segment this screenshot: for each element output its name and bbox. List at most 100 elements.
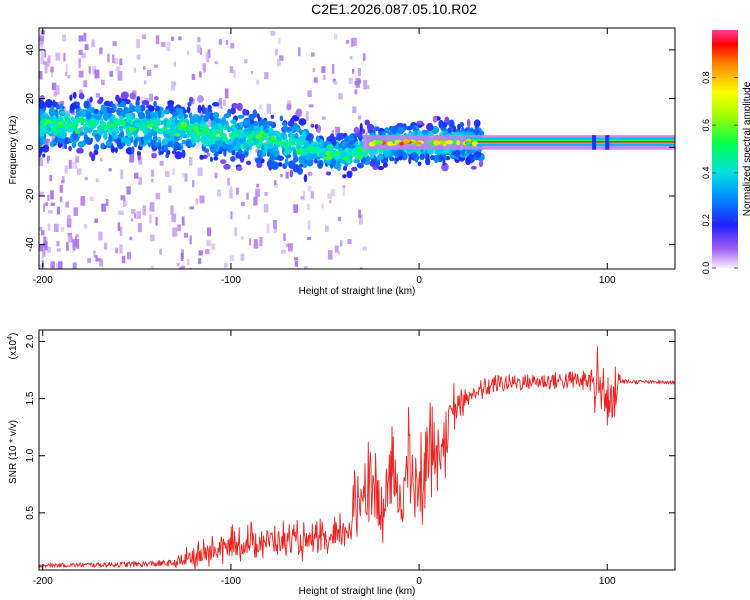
spectrogram-cell xyxy=(76,168,82,175)
spectrogram-cell xyxy=(166,119,172,126)
spectrogram-cell xyxy=(321,203,324,209)
spectrogram-cell xyxy=(174,117,178,123)
spectrogram-cell xyxy=(207,119,212,128)
spectrogram-cell xyxy=(136,39,140,49)
spectrogram-cell xyxy=(78,131,85,136)
spectrogram-cell xyxy=(43,236,47,245)
spectrogram-cell xyxy=(152,140,156,149)
spectrogram-cell xyxy=(63,52,66,62)
spectrogram-cell xyxy=(112,41,117,47)
spectrogram-frame xyxy=(38,27,676,270)
spectrogram-cell xyxy=(120,91,129,100)
spectrogram-cell xyxy=(294,111,297,116)
spectrogram-cell xyxy=(83,223,88,229)
spectrogram-cell xyxy=(245,160,252,166)
spectrogram-cell xyxy=(159,248,162,255)
spectrogram-cell xyxy=(216,189,222,197)
spectrogram-cell xyxy=(253,242,259,249)
spectrogram-cell xyxy=(225,40,229,46)
spectrogram-cell xyxy=(352,68,355,74)
spectrogram-cell xyxy=(44,138,49,145)
colorbar-tick-label: 0.6 xyxy=(701,119,711,132)
spectrogram-cell xyxy=(76,129,81,133)
spectrogram-cell xyxy=(122,137,131,144)
spectrogram-cell xyxy=(50,202,55,206)
spectrogram-cell xyxy=(191,179,195,188)
spectrogram-cell xyxy=(342,156,349,161)
spectrogram-cell xyxy=(87,258,91,264)
colorbar-tick-label: 0.0 xyxy=(701,262,711,275)
spectrogram-cell xyxy=(349,55,353,60)
spectrogram-cell xyxy=(289,169,294,178)
spectrogram-cell xyxy=(273,227,277,234)
spectrogram-cell xyxy=(285,171,289,179)
colorbar-tick-label: 0.8 xyxy=(701,71,711,84)
spectrogram-cell xyxy=(326,155,332,160)
spectrogram-cell xyxy=(352,106,357,114)
spectrogram-cell xyxy=(223,163,231,170)
spectrogram-cell xyxy=(367,84,370,90)
spectrogram-cell xyxy=(44,98,53,108)
spectrogram-cell xyxy=(224,88,229,99)
spectrogram-cell xyxy=(274,183,278,189)
snr-y-tick-label: 1.0 xyxy=(25,448,36,462)
spectrogram-cell xyxy=(56,103,60,110)
spectrogram-cell xyxy=(178,266,184,269)
spectrogram-cell xyxy=(133,67,137,73)
spectrogram-cell xyxy=(275,48,278,56)
spectrogram-cell xyxy=(334,245,339,253)
spectrogram-cell xyxy=(153,110,159,119)
spectrogram-cell xyxy=(411,151,418,160)
spectrogram-cell xyxy=(289,142,297,146)
spectrogram-cell xyxy=(59,196,63,202)
spectrogram-cell xyxy=(48,107,56,117)
spectrogram-cell xyxy=(170,36,175,41)
colorbar-ticks: 0.0 0.2 0.4 0.6 0.8 xyxy=(701,71,738,274)
colorbar-label: Normalized spectral amplitude xyxy=(742,81,750,216)
spectrogram-cell xyxy=(119,226,123,236)
spectrogram-cell xyxy=(297,47,301,57)
spectrogram-cell xyxy=(93,250,96,258)
spectrogram-cell xyxy=(375,140,384,145)
spectrogram-cell xyxy=(290,132,294,141)
spectrogram-cell xyxy=(80,126,83,134)
spectrogram-cell xyxy=(345,40,350,44)
spectrogram-cell xyxy=(98,259,104,267)
spectrogram-cell xyxy=(330,158,337,166)
snr-panel: -200 -100 0 100 0.5 1.0 1.5 2.0 Height of stra… xyxy=(7,329,676,597)
spectrogram-cell xyxy=(264,72,269,80)
spectrogram-cell xyxy=(130,209,136,214)
spectrogram-cell xyxy=(426,122,434,132)
spectrogram-cell xyxy=(207,227,212,237)
snr-y-axis-label: SNR (10 * v/v) xyxy=(8,420,19,484)
spectrogram-cell xyxy=(416,120,424,125)
spectrogram-cell xyxy=(255,188,261,197)
spectrogram-cell xyxy=(466,118,471,128)
spectrogram-cell xyxy=(198,115,202,122)
spectrogram-cell xyxy=(78,109,84,114)
spectrogram-cell xyxy=(78,70,84,78)
spectrogram-cell xyxy=(347,144,356,149)
spectrogram-cell xyxy=(138,112,146,119)
spectrogram-cell xyxy=(40,230,45,236)
spectrogram-cell xyxy=(48,115,54,121)
spectrogram-cell xyxy=(223,149,227,157)
spectrogram-cell xyxy=(346,170,353,179)
spectrogram-x-tick-label: 0 xyxy=(416,275,422,286)
spectrogram-cell xyxy=(46,138,50,143)
spectrogram-cell xyxy=(465,156,471,166)
spectrogram-cell xyxy=(293,204,299,213)
spectrogram-cell xyxy=(255,130,260,135)
spectrogram-cell xyxy=(72,162,78,169)
spectrogram-cell xyxy=(347,239,352,245)
spectrogram-cell xyxy=(432,115,438,123)
spectrogram-cell xyxy=(362,246,368,251)
spectrogram-cell xyxy=(89,96,93,103)
spectrogram-cell xyxy=(263,144,268,153)
spectrogram-cell xyxy=(369,154,375,159)
spectrogram-cell xyxy=(438,154,444,161)
spectrogram-cell xyxy=(372,149,379,155)
spectrogram-x-axis-label: Height of straight line (km) xyxy=(299,286,416,297)
spectrogram-cell xyxy=(95,255,98,262)
